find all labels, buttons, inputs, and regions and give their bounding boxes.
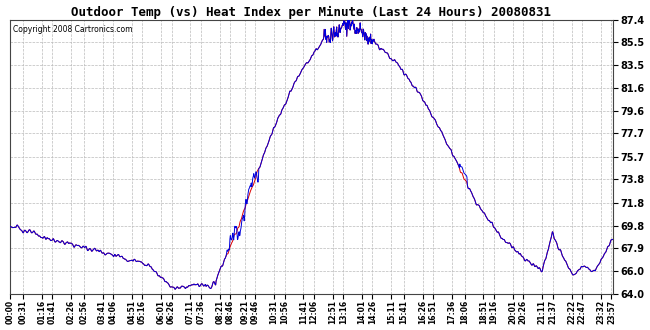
Title: Outdoor Temp (vs) Heat Index per Minute (Last 24 Hours) 20080831: Outdoor Temp (vs) Heat Index per Minute … <box>72 6 551 18</box>
Text: Copyright 2008 Cartronics.com: Copyright 2008 Cartronics.com <box>13 25 133 34</box>
